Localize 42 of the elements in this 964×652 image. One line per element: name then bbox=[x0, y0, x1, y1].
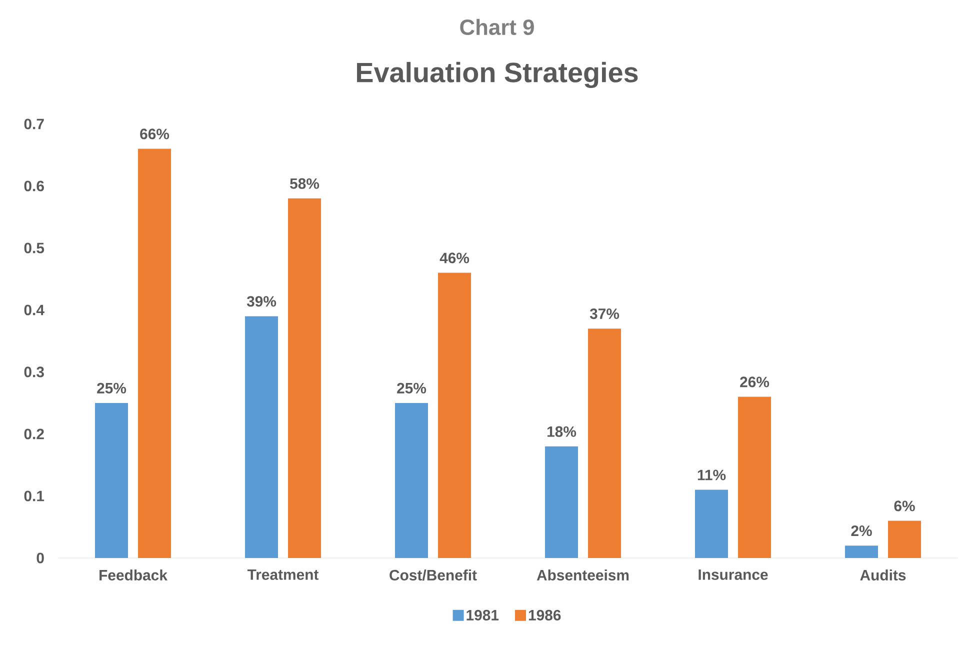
x-tick-label: Feedback bbox=[100, 570, 168, 580]
bar bbox=[845, 546, 878, 558]
y-tick-label: 0.3 bbox=[24, 366, 44, 378]
y-tick-label: 0.5 bbox=[24, 242, 44, 254]
data-label: 11% bbox=[698, 470, 726, 480]
bar bbox=[738, 396, 772, 558]
y-tick-label: 0.2 bbox=[24, 428, 44, 440]
x-tick-label: Insurance bbox=[698, 570, 768, 580]
bar bbox=[588, 328, 622, 558]
data-label: 37% bbox=[590, 308, 620, 320]
y-tick-label: 0.6 bbox=[24, 180, 44, 192]
x-tick-label: Audits bbox=[860, 570, 906, 580]
y-tick-label: 0.1 bbox=[24, 490, 44, 502]
data-label: 66% bbox=[140, 128, 170, 140]
bar bbox=[695, 490, 728, 558]
y-tick-label: 0.7 bbox=[24, 118, 44, 130]
data-label: 18% bbox=[547, 426, 576, 437]
bar bbox=[888, 520, 922, 558]
y-tick-label: 0 bbox=[36, 552, 44, 564]
legend-label: 1986 bbox=[528, 610, 561, 620]
data-label: 6% bbox=[894, 500, 915, 512]
bar bbox=[138, 148, 172, 558]
data-label: 25% bbox=[397, 382, 426, 394]
data-label: 39% bbox=[246, 296, 276, 307]
x-tick-label: Cost/Benefit bbox=[390, 570, 477, 581]
chart-subtitle: Chart 9 bbox=[460, 18, 534, 36]
chart-title: Evaluation Strategies bbox=[357, 62, 638, 88]
bar bbox=[395, 402, 428, 558]
data-label: 58% bbox=[290, 178, 320, 189]
legend-label: 1981 bbox=[466, 610, 499, 620]
data-label: 2% bbox=[851, 526, 872, 536]
bar bbox=[245, 316, 278, 558]
data-label: 26% bbox=[740, 376, 770, 388]
bar bbox=[95, 402, 128, 558]
data-label: 25% bbox=[97, 382, 126, 394]
y-tick-label: 0.4 bbox=[24, 304, 44, 316]
data-label: 46% bbox=[440, 252, 470, 264]
bar bbox=[288, 198, 322, 558]
x-tick-label: Treatment bbox=[247, 570, 319, 580]
bar bbox=[438, 272, 472, 558]
bar bbox=[545, 446, 578, 558]
x-tick-label: Absenteeism bbox=[536, 570, 629, 580]
